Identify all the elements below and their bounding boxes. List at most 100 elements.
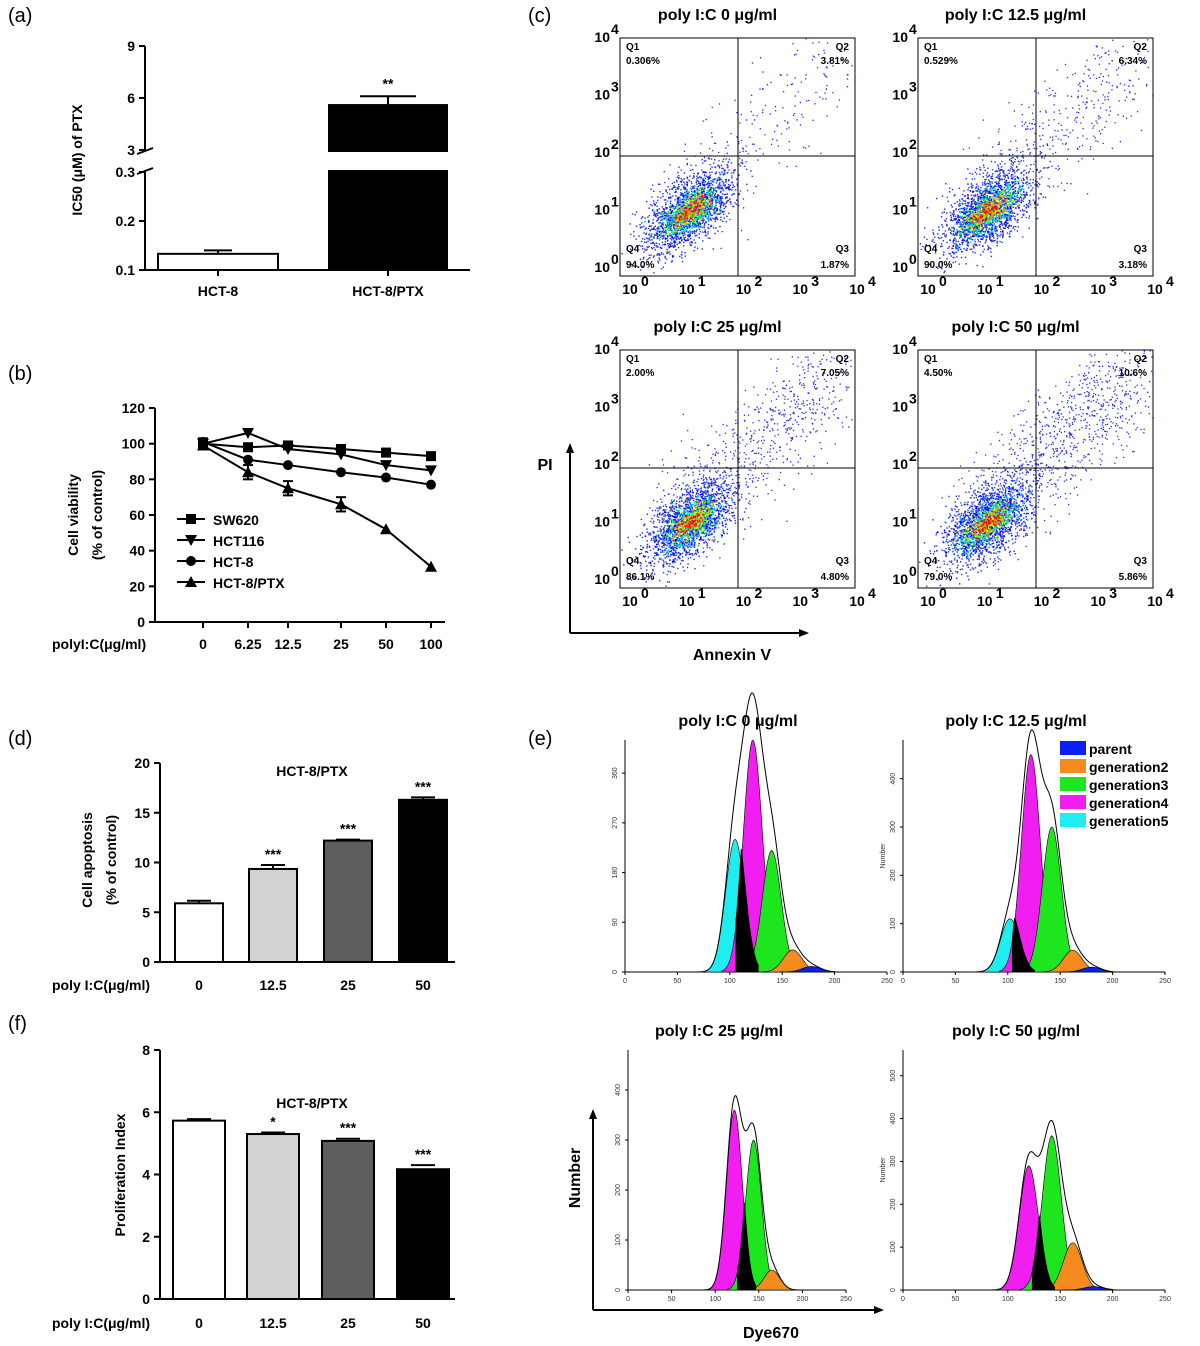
c-event-dot [951,206,953,208]
c-density-dot [680,214,683,216]
c-event-dot [1060,182,1063,184]
c-density-dot [696,215,699,218]
c-event-dot [1010,187,1012,189]
c-event-dot [720,216,722,218]
c-event-dot [1083,81,1085,83]
c-event-dot [953,252,956,254]
c-density-dot [688,216,691,218]
c-event-dot [648,207,650,209]
c-event-dot [692,185,695,188]
c-density-dot [673,241,676,244]
c-density-dot [977,235,979,238]
c-event-dot [1077,160,1080,162]
c-event-dot [647,237,649,240]
c-density-dot [710,199,713,202]
c-event-dot [1029,182,1031,185]
c-density-dot [698,205,700,208]
c-event-dot [715,210,717,213]
c-density-dot [718,178,721,181]
c-event-dot [950,216,953,219]
b-marker-triangle-down [282,444,294,456]
c-density-dot [993,223,996,225]
c-event-dot [1089,148,1092,151]
a-ytick-label: 3 [127,142,135,158]
c-event-dot [707,237,709,239]
c-density-dot [683,221,686,223]
c-event-dot [1008,102,1010,104]
c-event-dot [706,193,708,196]
c-event-dot [709,193,711,195]
c-event-dot [667,178,670,180]
c-event-dot [990,255,993,258]
c-event-dot [667,186,669,188]
c-event-dot [697,179,699,182]
c-event-dot [944,220,947,222]
c-density-dot [988,192,991,194]
c-event-dot [713,218,716,220]
c-density-dot [679,208,682,210]
c-event-dot [730,203,732,205]
c-event-dot [700,213,703,216]
c-density-dot [1006,207,1009,210]
c-event-dot [1048,87,1051,89]
c-event-dot [1003,214,1006,216]
c-event-dot [1020,179,1023,182]
c-event-dot [684,187,687,189]
a-xtick-label: HCT-8 [198,283,239,299]
c-event-dot [1027,205,1030,207]
c-event-dot [680,177,682,180]
c-event-dot [703,226,705,228]
c-event-dot [943,271,945,274]
b-marker-triangle-down [335,449,347,461]
c-density-dot [690,227,693,229]
c-event-dot [1083,73,1085,75]
c-event-dot [1011,203,1014,205]
c-density-dot [697,201,700,203]
c-event-dot [1003,209,1005,211]
c-event-dot [990,200,993,202]
c-event-dot [967,205,969,207]
c-event-dot [648,214,651,217]
c-event-dot [964,234,966,236]
c-density-dot [681,215,684,218]
c-density-dot [1001,215,1003,217]
c-event-dot [967,168,969,170]
c-quadrant-label: Q1 [626,42,640,53]
c-event-dot [1048,166,1050,168]
c-event-dot [1107,92,1110,94]
c-event-dot [668,222,671,225]
c-density-dot [704,209,706,212]
c-event-dot [712,227,715,229]
c-event-dot [630,233,632,236]
c-density-dot [686,209,688,212]
c-event-dot [670,197,672,199]
c-event-dot [1004,189,1006,192]
c-event-dot [1049,160,1051,163]
c-event-dot [1045,111,1047,113]
c-event-dot [677,214,679,216]
c-density-dot [713,210,715,212]
c-event-dot [1076,96,1079,99]
c-event-dot [965,234,967,236]
c-event-dot [676,202,679,204]
c-density-dot [975,204,977,206]
c-event-dot [970,212,972,214]
c-event-dot [1130,115,1132,117]
c-event-dot [733,172,735,174]
c-density-dot [698,200,701,202]
c-event-dot [660,230,662,233]
c-event-dot [639,269,642,271]
c-density-dot [682,220,685,222]
c-event-dot [704,222,706,225]
c-event-dot [661,226,663,228]
c-event-dot [1052,89,1054,92]
c-event-dot [669,193,671,195]
c-event-dot [661,206,663,208]
c-event-dot [719,210,721,212]
c-event-dot [635,225,638,227]
c-density-dot [707,200,709,202]
c-event-dot [1010,175,1012,177]
c-event-dot [986,226,988,229]
c-event-dot [641,226,643,228]
c-density-dot [702,207,704,210]
